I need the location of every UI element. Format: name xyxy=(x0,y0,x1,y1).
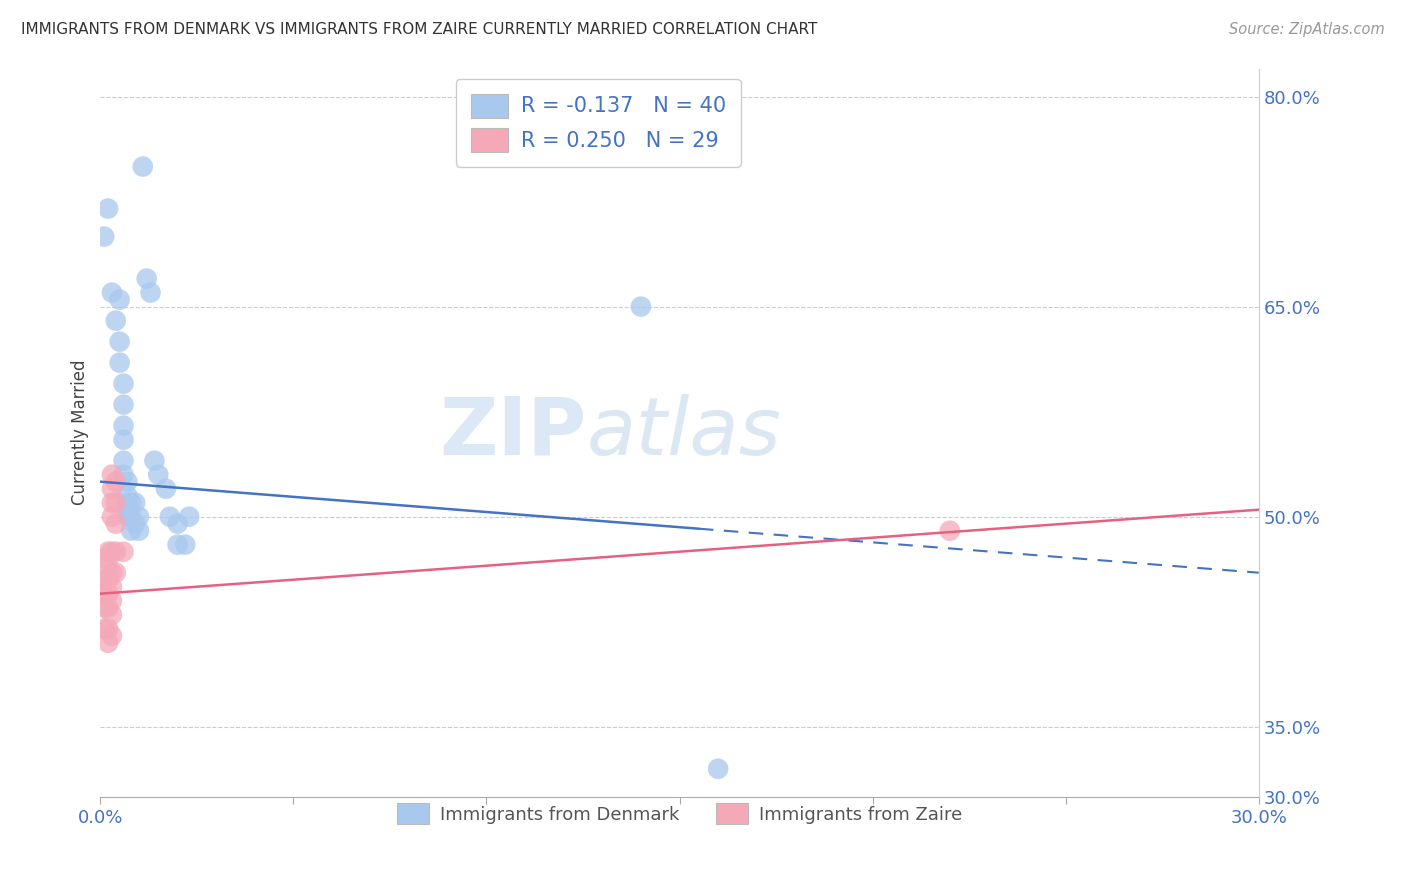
Point xyxy=(159,509,181,524)
Point xyxy=(108,334,131,349)
Point xyxy=(97,573,120,587)
Point xyxy=(108,873,131,888)
Point xyxy=(124,516,146,531)
Point xyxy=(101,544,124,558)
Point xyxy=(120,509,142,524)
Point xyxy=(166,516,188,531)
Text: ZIP: ZIP xyxy=(440,393,586,472)
Point xyxy=(112,418,135,433)
Text: atlas: atlas xyxy=(586,393,782,472)
Point xyxy=(104,516,127,531)
Point xyxy=(104,544,127,558)
Text: Source: ZipAtlas.com: Source: ZipAtlas.com xyxy=(1229,22,1385,37)
Point xyxy=(132,160,155,174)
Point xyxy=(101,509,124,524)
Point xyxy=(939,524,962,538)
Point xyxy=(112,398,135,412)
Point xyxy=(93,229,115,244)
Point xyxy=(108,293,131,307)
Point xyxy=(179,509,201,524)
Point xyxy=(166,538,188,552)
Point xyxy=(120,524,142,538)
Text: IMMIGRANTS FROM DENMARK VS IMMIGRANTS FROM ZAIRE CURRENTLY MARRIED CORRELATION C: IMMIGRANTS FROM DENMARK VS IMMIGRANTS FR… xyxy=(21,22,817,37)
Point xyxy=(97,202,120,216)
Point xyxy=(97,544,120,558)
Point xyxy=(104,496,127,510)
Point xyxy=(630,300,652,314)
Point xyxy=(97,587,120,601)
Legend: Immigrants from Denmark, Immigrants from Zaire: Immigrants from Denmark, Immigrants from… xyxy=(387,793,973,835)
Point xyxy=(112,467,135,482)
Point xyxy=(93,573,115,587)
Point xyxy=(148,467,170,482)
Point xyxy=(97,558,120,573)
Point xyxy=(139,285,162,300)
Point xyxy=(112,376,135,391)
Point xyxy=(93,600,115,615)
Point xyxy=(97,622,120,636)
Point xyxy=(143,453,166,467)
Point xyxy=(101,580,124,594)
Point xyxy=(128,509,150,524)
Point xyxy=(117,489,139,503)
Point xyxy=(101,285,124,300)
Point xyxy=(104,566,127,580)
Point xyxy=(101,607,124,622)
Point xyxy=(112,433,135,447)
Point xyxy=(97,636,120,650)
Point xyxy=(97,600,120,615)
Point xyxy=(108,356,131,370)
Point xyxy=(104,475,127,489)
Y-axis label: Currently Married: Currently Married xyxy=(72,359,89,506)
Point xyxy=(112,544,135,558)
Point xyxy=(101,566,124,580)
Point xyxy=(117,509,139,524)
Point xyxy=(93,622,115,636)
Point xyxy=(101,593,124,607)
Point xyxy=(104,313,127,327)
Point xyxy=(101,482,124,496)
Point xyxy=(112,860,135,874)
Point xyxy=(117,496,139,510)
Point xyxy=(128,524,150,538)
Point xyxy=(112,453,135,467)
Point xyxy=(117,475,139,489)
Point xyxy=(120,496,142,510)
Point xyxy=(135,271,157,285)
Point xyxy=(93,587,115,601)
Point xyxy=(117,502,139,516)
Point xyxy=(101,467,124,482)
Point xyxy=(101,496,124,510)
Point xyxy=(174,538,197,552)
Point xyxy=(93,551,115,566)
Point xyxy=(101,629,124,643)
Point xyxy=(124,496,146,510)
Point xyxy=(707,762,730,776)
Point xyxy=(155,482,177,496)
